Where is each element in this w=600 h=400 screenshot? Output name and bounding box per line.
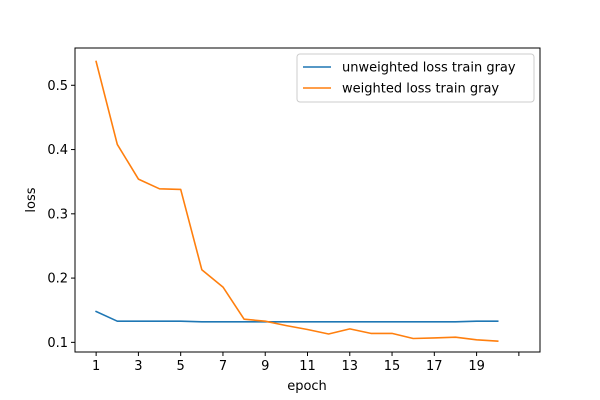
x-tick-label: 13 — [341, 359, 358, 374]
legend-label: unweighted loss train gray — [342, 61, 516, 76]
legend-label: weighted loss train gray — [342, 82, 499, 97]
legend: unweighted loss train gray weighted loss … — [296, 53, 535, 103]
series-line-weighted — [95, 60, 499, 342]
x-tick-label: 1 — [92, 359, 100, 374]
y-tick-label: 0.3 — [47, 207, 68, 222]
x-tick-label: 15 — [384, 359, 401, 374]
y-tick-label: 0.1 — [47, 336, 68, 351]
x-tick-label: 11 — [299, 359, 316, 374]
x-axis: 1 3 5 7 9 11 13 15 17 19 — [92, 352, 520, 374]
x-tick-label: 3 — [134, 359, 142, 374]
x-tick-label: 7 — [219, 359, 227, 374]
x-tick-label: 9 — [261, 359, 269, 374]
x-axis-label: epoch — [287, 379, 327, 394]
y-tick-label: 0.4 — [47, 143, 68, 158]
x-tick-label: 17 — [426, 359, 443, 374]
legend-box — [296, 53, 535, 103]
plot-lines — [95, 60, 499, 342]
y-tick-label: 0.5 — [47, 79, 68, 94]
series-line-unweighted — [95, 310, 499, 323]
x-tick-label: 5 — [177, 359, 185, 374]
y-axis: 0.1 0.2 0.3 0.4 0.5 — [47, 79, 75, 351]
x-tick-label: 19 — [468, 359, 485, 374]
y-axis-label: loss — [24, 187, 39, 212]
y-tick-label: 0.2 — [47, 272, 68, 287]
